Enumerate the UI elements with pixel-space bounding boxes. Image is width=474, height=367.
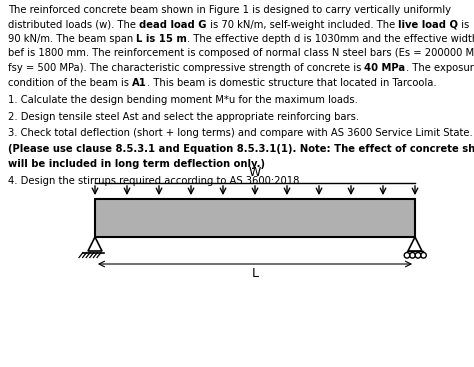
Text: . The exposure: . The exposure [406,63,474,73]
Text: will be included in long term deflection only.): will be included in long term deflection… [8,159,265,169]
Text: . The effective depth d is 1030mm and the effective width: . The effective depth d is 1030mm and th… [187,34,474,44]
Text: 3. Check total deflection (short + long terms) and compare with AS 3600 Service : 3. Check total deflection (short + long … [8,128,473,138]
Text: 90 kN/m. The beam span: 90 kN/m. The beam span [8,34,137,44]
Text: L: L [252,267,258,280]
Text: . This beam is domestic structure that located in Tarcoola.: . This beam is domestic structure that l… [147,77,437,87]
Text: is: is [458,19,469,29]
Text: A1: A1 [132,77,147,87]
Text: distributed loads (w). The: distributed loads (w). The [8,19,139,29]
Text: live load Q: live load Q [398,19,458,29]
Text: L is 15 m: L is 15 m [137,34,187,44]
Text: 2. Design tensile steel Ast and select the appropriate reinforcing bars.: 2. Design tensile steel Ast and select t… [8,112,359,121]
Text: dead load G: dead load G [139,19,207,29]
Text: is 70 kN/m, self-weight included. The: is 70 kN/m, self-weight included. The [207,19,398,29]
Text: W: W [249,166,261,179]
Text: condition of the beam is: condition of the beam is [8,77,132,87]
Text: (Please use clause 8.5.3.1 and Equation 8.5.3.1(1). Note: The effect of concrete: (Please use clause 8.5.3.1 and Equation … [8,145,474,155]
Text: 1. Calculate the design bending moment M*u for the maximum loads.: 1. Calculate the design bending moment M… [8,95,358,105]
Text: 4. Design the stirrups required according to AS 3600:2018.: 4. Design the stirrups required accordin… [8,175,302,185]
Text: bef is 1800 mm. The reinforcement is composed of normal class N steel bars (Es =: bef is 1800 mm. The reinforcement is com… [8,48,474,58]
Text: fsy = 500 MPa). The characteristic compressive strength of concrete is: fsy = 500 MPa). The characteristic compr… [8,63,365,73]
Text: 40 MPa: 40 MPa [365,63,406,73]
Bar [95,199,415,237]
Text: The reinforced concrete beam shown in Figure 1 is designed to carry vertically u: The reinforced concrete beam shown in Fi… [8,5,451,15]
